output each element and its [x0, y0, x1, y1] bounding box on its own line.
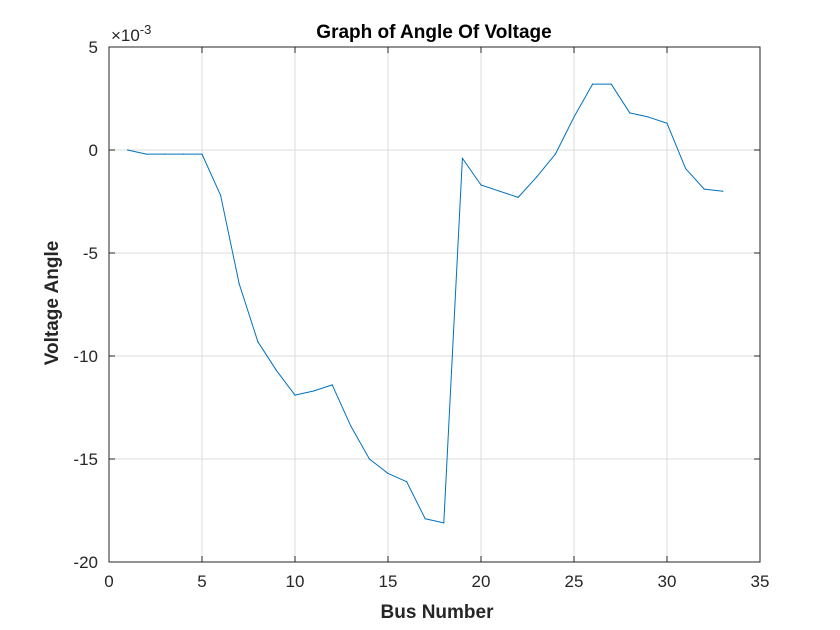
x-axis-label: Bus Number [381, 602, 495, 623]
data-point [573, 116, 575, 118]
data-point [127, 149, 129, 151]
ticks [108, 46, 761, 563]
data-point [275, 369, 277, 372]
series-layer [127, 83, 724, 524]
data-point [461, 157, 463, 159]
data-point [703, 188, 705, 190]
y-tick-label: 0 [89, 141, 98, 160]
x-tick-label: 30 [658, 572, 677, 591]
x-tick-label: 25 [565, 572, 584, 591]
data-point [685, 167, 687, 170]
data-point [647, 116, 650, 118]
x-tick-label: 15 [379, 572, 398, 591]
data-point [220, 194, 222, 196]
y-tick-label: -5 [83, 244, 98, 263]
data-point [443, 522, 445, 524]
data-point [536, 176, 538, 178]
data-point [387, 472, 389, 475]
y-tick-label: 5 [89, 38, 98, 57]
x-tick-label: 35 [751, 572, 770, 591]
data-point [182, 153, 184, 155]
data-point [406, 481, 408, 483]
tick-labels: 0 5 10 15 20 25 30 35 -20 -15 -10 -5 0 5 [73, 38, 769, 591]
x-tick-label: 5 [197, 572, 206, 591]
data-point [164, 153, 166, 155]
data-point [554, 153, 557, 155]
data-point [722, 190, 724, 192]
data-point [610, 83, 612, 85]
y-exponent-label: ×10-3 [111, 22, 151, 45]
data-point [424, 518, 426, 520]
x-tick-label: 20 [472, 572, 491, 591]
y-tick-label: -20 [73, 553, 98, 572]
data-point [350, 425, 352, 427]
data-point [331, 384, 333, 386]
data-point [368, 458, 370, 460]
data-point [201, 153, 203, 155]
y-tick-label: -15 [73, 450, 98, 469]
data-point [517, 196, 519, 198]
data-point [257, 340, 259, 343]
data-point [313, 390, 315, 392]
data-point [145, 153, 147, 155]
data-point [592, 83, 594, 85]
data-point [499, 190, 501, 192]
x-tick-label: 0 [104, 572, 113, 591]
data-point [238, 283, 240, 285]
axes-box [108, 46, 761, 563]
chart-title: Graph of Angle Of Voltage [316, 22, 551, 43]
grid [109, 47, 760, 562]
y-axis-label: Voltage Angle [42, 241, 63, 366]
data-point [629, 112, 631, 114]
data-point [480, 184, 482, 186]
x-tick-label: 10 [286, 572, 305, 591]
data-point [666, 122, 668, 124]
y-tick-label: -10 [73, 347, 98, 366]
data-point [294, 394, 296, 396]
